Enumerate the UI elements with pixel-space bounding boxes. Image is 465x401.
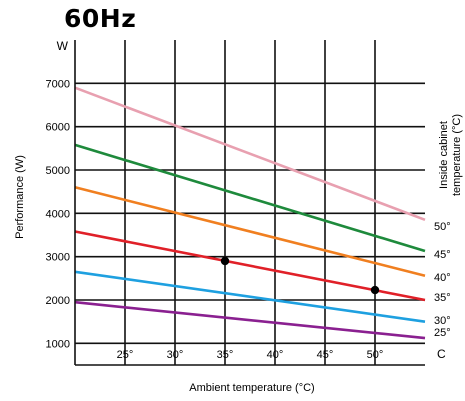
series-label: 45° (434, 249, 451, 261)
series-line (74, 270, 426, 323)
series-label: 40° (434, 272, 451, 284)
x-unit-label: C (437, 347, 446, 361)
series-label: 50° (434, 221, 451, 233)
y-axis-label: Performance (W) (14, 155, 26, 239)
x-axis-label: Ambient temperature (°C) (189, 382, 314, 394)
series-label: 25° (434, 327, 451, 339)
series-line (74, 143, 426, 253)
y-tick-label: 1000 (46, 338, 70, 350)
y-tick-label: 4000 (46, 208, 70, 220)
series-label: 30° (434, 315, 451, 327)
chart-title: 60Hz (64, 4, 137, 33)
x-tick-label: 30° (167, 349, 184, 361)
y-tick-label: 2000 (46, 295, 70, 307)
x-tick-label: 40° (267, 349, 284, 361)
x-tick-label: 50° (367, 349, 384, 361)
y-tick-label: 6000 (46, 122, 70, 134)
x-tick-label: 35° (217, 349, 234, 361)
series-label: 35° (434, 292, 451, 304)
series-line (74, 300, 426, 340)
data-point (370, 285, 380, 295)
x-tick-label: 45° (317, 349, 334, 361)
series-line (74, 230, 426, 302)
y-tick-label: 7000 (46, 78, 70, 90)
right-axis-label-line1: Inside cabinet (438, 121, 450, 189)
y-tick-label: 5000 (46, 165, 70, 177)
data-point (220, 256, 230, 266)
y-unit-label: W (57, 39, 69, 53)
series-line (74, 86, 426, 222)
x-tick-label: 25° (117, 349, 134, 361)
y-tick-label: 3000 (46, 252, 70, 264)
series-line (74, 186, 426, 277)
right-axis-label-line2: temperature (°C) (451, 114, 463, 196)
